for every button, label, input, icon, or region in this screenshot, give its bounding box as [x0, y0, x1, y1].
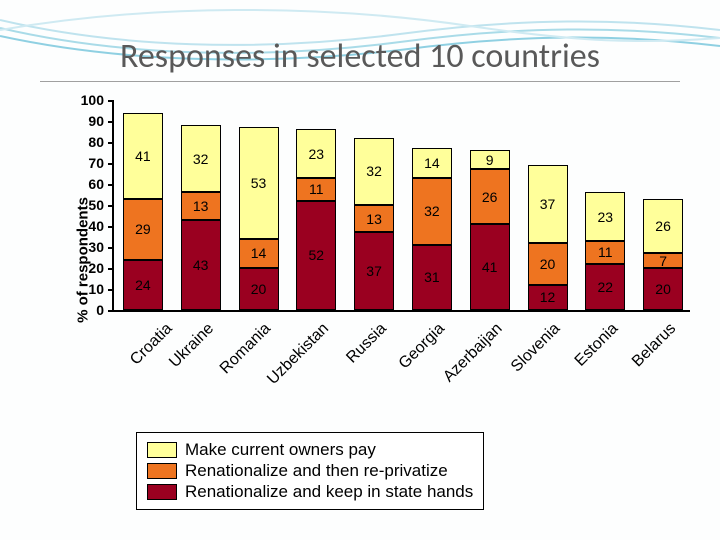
legend: Make current owners payRenationalize and… — [136, 432, 484, 510]
bar-segment-pay: 9 — [470, 150, 510, 169]
y-tick: 70 — [88, 155, 104, 171]
bar-value-label: 11 — [598, 245, 613, 259]
bar-segment-keep_state: 20 — [643, 268, 683, 310]
bar-value-label: 29 — [135, 222, 151, 236]
bar-value-label: 12 — [540, 290, 556, 304]
chart: % of respondents 0102030405060708090100 … — [20, 100, 700, 420]
bar-segment-reprivatize: 32 — [412, 178, 452, 245]
bar-segment-reprivatize: 26 — [470, 169, 510, 224]
y-tick: 80 — [88, 134, 104, 150]
bar-segment-reprivatize: 13 — [181, 192, 221, 219]
bar-segment-keep_state: 52 — [296, 201, 336, 310]
bar-segment-reprivatize: 29 — [123, 199, 163, 260]
legend-label: Renationalize and keep in state hands — [185, 482, 473, 502]
bar-value-label: 41 — [135, 149, 151, 163]
legend-label: Make current owners pay — [185, 440, 376, 460]
bar-value-label: 24 — [135, 278, 151, 292]
bar-segment-reprivatize: 11 — [296, 178, 336, 201]
bar-value-label: 7 — [659, 254, 667, 268]
legend-swatch — [147, 484, 177, 500]
bar-value-label: 26 — [482, 190, 498, 204]
bar-segment-pay: 14 — [412, 148, 452, 177]
y-tick: 30 — [88, 239, 104, 255]
legend-item: Make current owners pay — [147, 440, 473, 460]
bar-segment-reprivatize: 7 — [643, 253, 683, 268]
bar-segment-pay: 37 — [528, 165, 568, 243]
bar-value-label: 20 — [655, 282, 671, 296]
bar-value-label: 37 — [540, 197, 556, 211]
bar-segment-keep_state: 43 — [181, 220, 221, 310]
legend-item: Renationalize and then re-privatize — [147, 461, 473, 481]
page-title: Responses in selected 10 countries — [40, 36, 680, 82]
bar-segment-reprivatize: 20 — [528, 243, 568, 285]
legend-swatch — [147, 442, 177, 458]
bar-segment-reprivatize: 11 — [585, 241, 625, 264]
y-tick: 20 — [88, 260, 104, 276]
x-axis-label: Belarus — [629, 320, 680, 371]
bar-segment-pay: 32 — [181, 125, 221, 192]
bar-value-label: 31 — [424, 270, 440, 284]
bar-value-label: 26 — [655, 219, 671, 233]
bar-segment-reprivatize: 14 — [239, 239, 279, 268]
bar-segment-keep_state: 37 — [354, 232, 394, 310]
bar-segment-keep_state: 22 — [585, 264, 625, 310]
bar-value-label: 14 — [424, 156, 440, 170]
bar-value-label: 37 — [366, 264, 382, 278]
bar-value-label: 13 — [193, 199, 209, 213]
y-tick: 50 — [88, 197, 104, 213]
bar-segment-pay: 41 — [123, 113, 163, 199]
bar-segment-pay: 32 — [354, 138, 394, 205]
bar-value-label: 20 — [251, 282, 267, 296]
bar-value-label: 11 — [309, 182, 324, 196]
bar-value-label: 9 — [486, 153, 494, 167]
y-tick: 60 — [88, 176, 104, 192]
bar-value-label: 32 — [366, 164, 382, 178]
y-ticks: 0102030405060708090100 — [68, 100, 108, 310]
y-tick: 0 — [96, 302, 104, 318]
x-labels: CroatiaUkraineRomaniaUzbekistanRussiaGeo… — [112, 316, 690, 416]
bar-segment-pay: 23 — [296, 129, 336, 177]
bar-value-label: 32 — [424, 204, 440, 218]
bar-segment-pay: 53 — [239, 127, 279, 238]
bar-segment-pay: 23 — [585, 192, 625, 240]
bar-segment-reprivatize: 13 — [354, 205, 394, 232]
legend-item: Renationalize and keep in state hands — [147, 482, 473, 502]
bar-value-label: 14 — [251, 246, 267, 260]
bar-segment-keep_state: 41 — [470, 224, 510, 310]
y-tick: 90 — [88, 113, 104, 129]
bar-segment-pay: 26 — [643, 199, 683, 254]
bar-value-label: 13 — [366, 212, 382, 226]
bar-value-label: 52 — [309, 248, 325, 262]
y-tick: 10 — [88, 281, 104, 297]
y-tick: 100 — [81, 92, 104, 108]
bar-value-label: 20 — [540, 257, 556, 271]
bar-value-label: 53 — [251, 176, 267, 190]
bar-value-label: 41 — [482, 260, 498, 274]
plot-area: 24 29 41 43 13 32 20 14 53 52 11 23 37 13 32 31 32 14 41 26… — [112, 100, 690, 312]
bar-segment-keep_state: 12 — [528, 285, 568, 310]
bar-value-label: 23 — [598, 210, 614, 224]
bar-segment-keep_state: 24 — [123, 260, 163, 310]
bar-segment-keep_state: 31 — [412, 245, 452, 310]
legend-label: Renationalize and then re-privatize — [185, 461, 448, 481]
bar-value-label: 22 — [598, 280, 614, 294]
bar-value-label: 23 — [309, 147, 325, 161]
bar-value-label: 43 — [193, 258, 209, 272]
y-tick: 40 — [88, 218, 104, 234]
bar-segment-keep_state: 20 — [239, 268, 279, 310]
bar-value-label: 32 — [193, 152, 209, 166]
legend-swatch — [147, 463, 177, 479]
